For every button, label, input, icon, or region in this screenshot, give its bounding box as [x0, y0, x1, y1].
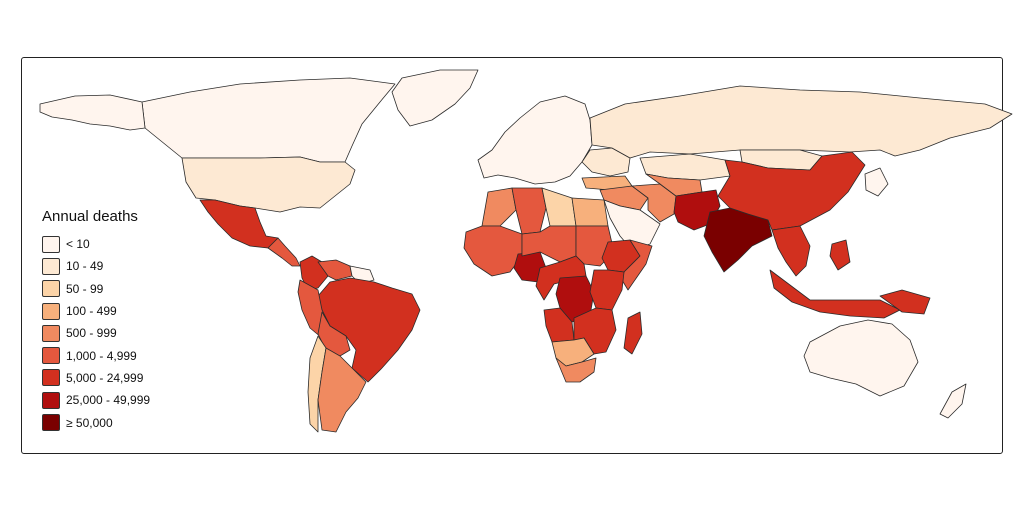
- legend-item: 5,000 - 24,999: [42, 367, 150, 389]
- region-argentina: [317, 347, 367, 433]
- legend-title: Annual deaths: [42, 208, 138, 225]
- legend-item: 50 - 99: [42, 278, 150, 300]
- legend-label: < 10: [66, 237, 90, 252]
- legend-label: 5,000 - 24,999: [66, 370, 144, 385]
- region-kenya-tanzania: [589, 269, 625, 311]
- legend-item: 500 - 999: [42, 322, 150, 344]
- legend-label: ≥ 50,000: [66, 415, 113, 430]
- region-morocco: [481, 187, 517, 227]
- region-china: [717, 151, 866, 231]
- legend-label: 25,000 - 49,999: [66, 393, 151, 408]
- region-bolivia: [317, 311, 351, 357]
- region-southeast-asia: [771, 225, 811, 277]
- legend-item: 1,000 - 4,999: [42, 344, 150, 366]
- legend-label: 1,000 - 4,999: [66, 348, 137, 363]
- region-central-america: [267, 237, 301, 267]
- legend-label: 500 - 999: [66, 326, 117, 341]
- region-papua-new-guinea: [879, 289, 931, 315]
- legend-rows: < 10 10 - 49 50 - 99 100 - 499 500 - 999 1,00…: [42, 233, 150, 434]
- legend-swatch: [42, 280, 60, 298]
- region-egypt: [571, 197, 609, 227]
- region-libya: [541, 187, 577, 227]
- legend-swatch: [42, 324, 60, 342]
- legend-item: 100 - 499: [42, 300, 150, 322]
- legend-swatch: [42, 257, 60, 275]
- region-somalia: [621, 239, 653, 291]
- legend-swatch: [42, 391, 60, 409]
- region-russia: [589, 85, 1013, 159]
- region-alaska: [39, 94, 146, 131]
- region-philippines: [829, 239, 851, 271]
- map-legend: Annual deaths < 10 10 - 49 50 - 99 100 - 49…: [42, 208, 150, 434]
- legend-swatch: [42, 302, 60, 320]
- legend-swatch: [42, 414, 60, 432]
- region-madagascar: [623, 311, 643, 355]
- legend-label: 10 - 49: [66, 259, 104, 274]
- region-japan-korea: [864, 167, 889, 197]
- region-west-africa: [463, 225, 523, 277]
- legend-swatch: [42, 235, 60, 253]
- region-new-zealand: [939, 383, 967, 419]
- legend-label: 100 - 499: [66, 304, 117, 319]
- legend-item: 10 - 49: [42, 255, 150, 277]
- legend-swatch: [42, 369, 60, 387]
- legend-item: 25,000 - 49,999: [42, 389, 150, 411]
- region-south-africa: [555, 357, 597, 383]
- region-greenland: [391, 69, 479, 127]
- legend-swatch: [42, 347, 60, 365]
- legend-item: < 10: [42, 233, 150, 255]
- region-saudi-arabia: [603, 199, 661, 251]
- region-indonesia: [769, 269, 901, 319]
- region-united-states: [181, 156, 356, 213]
- region-canada: [141, 77, 396, 163]
- legend-label: 50 - 99: [66, 281, 104, 296]
- region-algeria: [511, 187, 547, 235]
- region-europe: [477, 95, 593, 185]
- legend-item: ≥ 50,000: [42, 411, 150, 433]
- region-australia: [803, 319, 919, 397]
